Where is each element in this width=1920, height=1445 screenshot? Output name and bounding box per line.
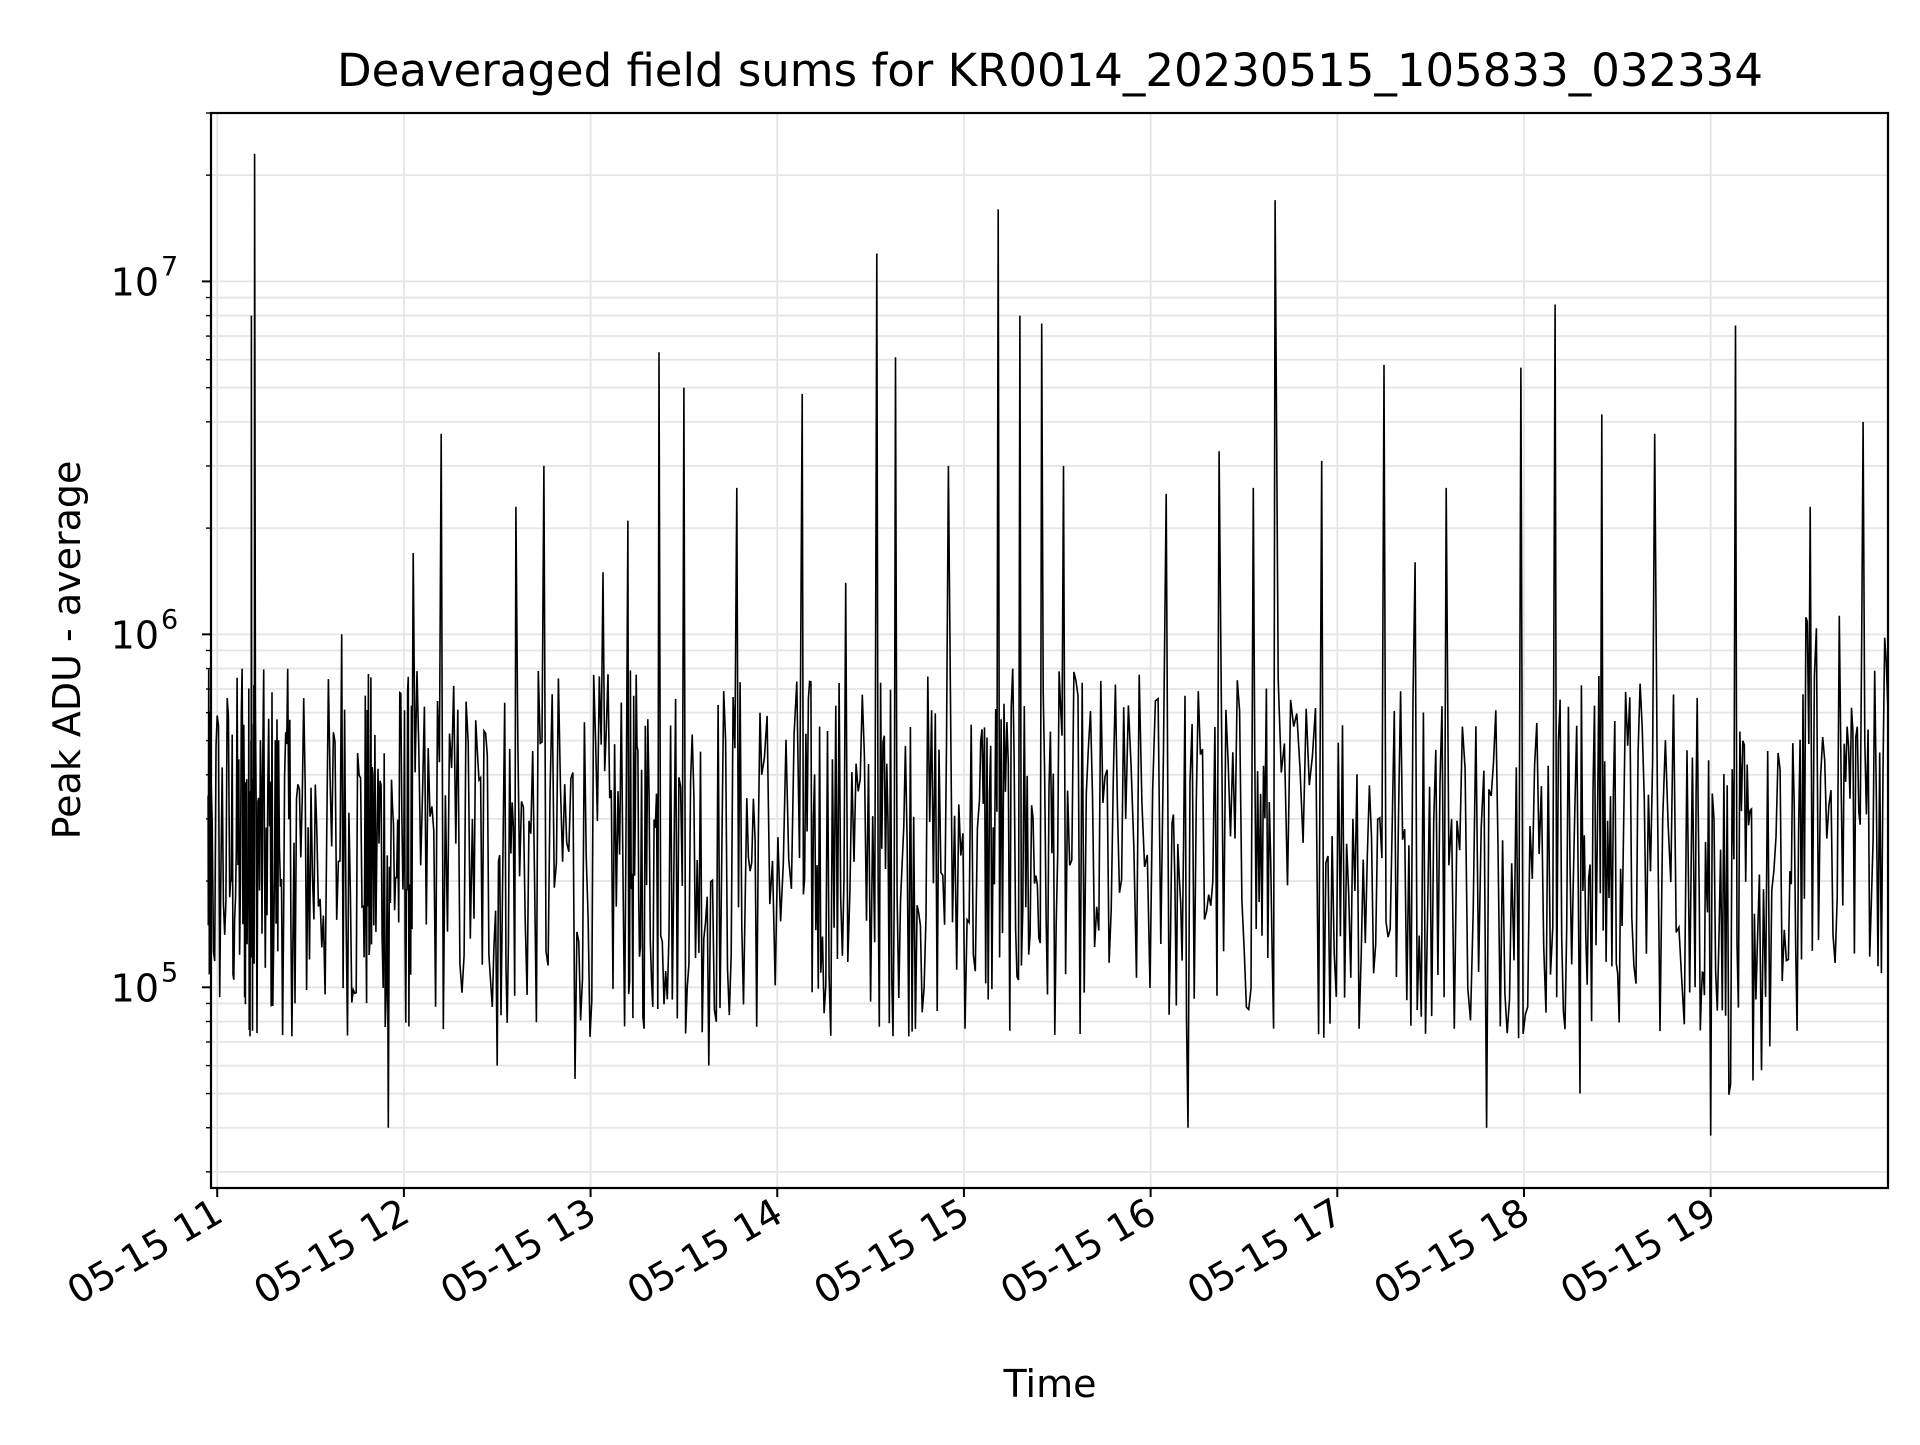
y-tick-exponent: 5 xyxy=(161,957,178,988)
plot-area xyxy=(207,153,1889,1136)
axis-ticks xyxy=(202,112,1712,1197)
x-tick-label: 05-15 13 xyxy=(433,1190,603,1314)
grid-lines xyxy=(211,112,1888,1188)
x-tick-label: 05-15 17 xyxy=(1180,1190,1350,1314)
y-axis-label: Peak ADU - average xyxy=(45,461,89,840)
chart-title: Deaveraged field sums for KR0014_2023051… xyxy=(337,44,1763,97)
x-tick-label: 05-15 19 xyxy=(1553,1190,1723,1314)
x-axis-label: Time xyxy=(1003,1362,1097,1406)
y-tick-exponent: 7 xyxy=(161,251,178,282)
y-tick-label: 10 xyxy=(111,260,159,304)
y-tick-exponent: 6 xyxy=(161,604,178,635)
x-tick-label: 05-15 15 xyxy=(806,1190,976,1314)
x-tick-label: 05-15 12 xyxy=(246,1190,416,1314)
series-line xyxy=(207,153,1889,1136)
y-tick-label: 10 xyxy=(111,966,159,1010)
y-tick-label: 10 xyxy=(111,613,159,657)
x-tick-label: 05-15 14 xyxy=(620,1190,790,1314)
x-tick-label: 05-15 18 xyxy=(1367,1190,1537,1314)
x-tick-label: 05-15 16 xyxy=(993,1190,1163,1314)
x-tick-label: 05-15 11 xyxy=(60,1190,230,1314)
